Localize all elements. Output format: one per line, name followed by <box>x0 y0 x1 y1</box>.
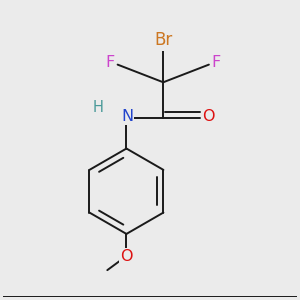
Text: H: H <box>93 100 104 115</box>
Text: O: O <box>202 109 214 124</box>
Text: O: O <box>120 249 133 264</box>
Text: N: N <box>121 109 133 124</box>
Text: F: F <box>106 55 115 70</box>
Text: Br: Br <box>154 31 172 49</box>
Text: F: F <box>212 55 221 70</box>
